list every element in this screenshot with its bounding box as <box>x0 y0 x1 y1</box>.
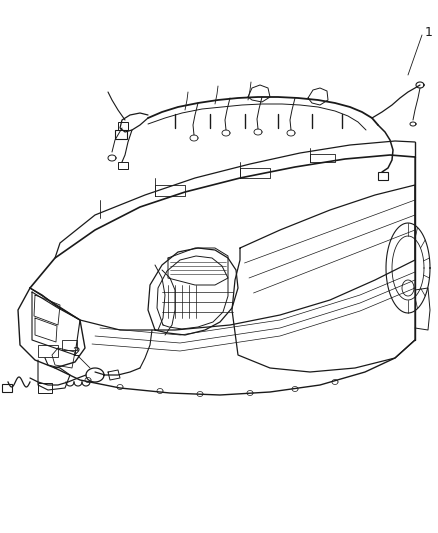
Bar <box>378 172 388 180</box>
Bar <box>38 345 58 357</box>
Bar <box>62 340 77 350</box>
Text: 2: 2 <box>72 345 80 359</box>
Bar <box>115 130 127 139</box>
Bar <box>2 384 12 392</box>
Bar <box>38 383 52 393</box>
Text: 1: 1 <box>425 26 433 38</box>
Bar <box>118 122 128 130</box>
Bar <box>118 162 128 169</box>
